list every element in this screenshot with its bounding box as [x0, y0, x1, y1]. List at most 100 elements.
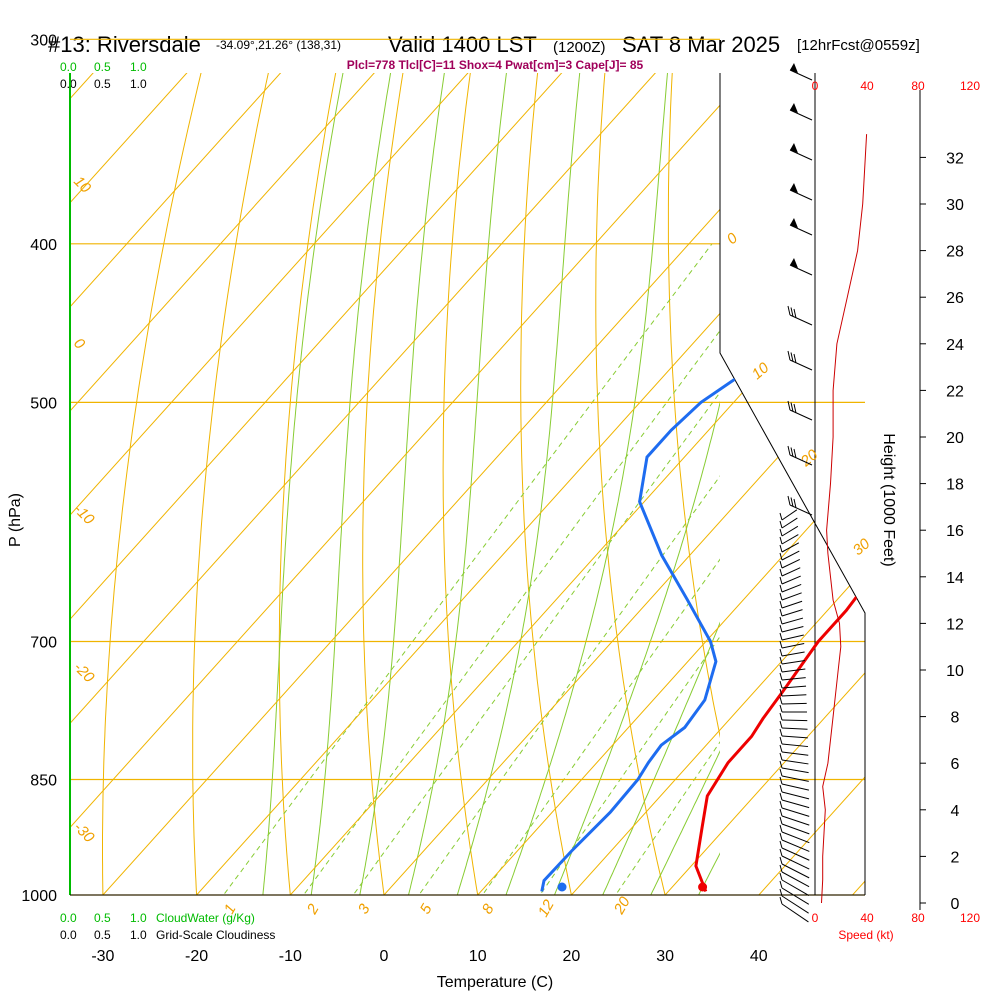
height-tick-label: 0 [951, 896, 960, 913]
height-tick-label: 10 [946, 663, 964, 680]
wind-barb-flag [790, 218, 798, 228]
wind-barb-staff [781, 668, 806, 673]
wind-barb-staff [789, 109, 813, 121]
pressure-tick-label: 700 [30, 635, 57, 652]
wind-barb-staff [781, 855, 810, 870]
isotherm-line [70, 73, 735, 895]
mixing-ratio-line [302, 329, 720, 895]
cw-bottom-tick-0: 0.0 [60, 911, 77, 925]
moist-adiabat-line [602, 621, 720, 895]
wind-barb-staff [781, 775, 809, 782]
mixing-ratio-labels: 1 2 3 5 8 12 20 [221, 893, 634, 920]
dry-adiabat-line [442, 73, 479, 895]
wind-barb-staff [781, 815, 810, 826]
wind-barb-feather [779, 528, 783, 537]
wind-barb-flag [790, 103, 798, 113]
isotherm-line [539, 73, 865, 895]
wind-barb-staff [781, 660, 806, 665]
wind-barb-staff [781, 651, 805, 657]
wind-barb-staff [781, 642, 805, 649]
wind-barb-staff [781, 823, 810, 835]
wind-barb-feather [779, 848, 783, 857]
wind-barb-feather [793, 308, 797, 319]
isotherm-line [71, 73, 865, 895]
wind-barb-feather [787, 495, 791, 506]
wind-barb-staff [781, 525, 799, 537]
wind-barb-feather [779, 872, 783, 881]
speed-top-tick-1: 40 [860, 79, 874, 93]
cloudwater-scale-bottom: 0.0 0.5 1.0 CloudWater (g/Kg) 0.0 0.5 1.… [60, 911, 275, 942]
wind-barb-feather [793, 403, 797, 414]
height-tick-label: 20 [946, 430, 964, 447]
wind-barb-feather [790, 402, 794, 412]
wind-barb-feather [779, 536, 783, 545]
mixing-ratio-label: 8 [479, 901, 498, 917]
wind-barb-feather [779, 880, 783, 889]
wind-barb-staff [789, 264, 813, 276]
temperature-profile-line [694, 73, 865, 892]
temperature-tick-label: -10 [279, 948, 302, 965]
height-tick-label: 2 [951, 849, 960, 866]
cloudiness-bottom-tick-2: 1.0 [130, 928, 147, 942]
cw-tick-0: 0.0 [60, 60, 77, 74]
wind-barb-feather [790, 352, 794, 362]
isotherm-line [70, 73, 454, 895]
wind-barb-feather [779, 768, 783, 777]
moist-adiabat-line [262, 73, 344, 895]
wind-barb-feather [779, 640, 783, 649]
wind-barb-feather [793, 353, 797, 364]
height-tick-label: 28 [946, 244, 964, 261]
wind-barb-feather [779, 704, 783, 713]
wind-barb-staff [781, 567, 801, 577]
wind-barb-feather [779, 864, 783, 873]
dry-adiabat-line [192, 73, 269, 895]
cw-tick-2: 1.0 [130, 60, 147, 74]
isotherm-line [70, 73, 361, 895]
wind-barb-staff [781, 727, 808, 730]
dry-adiabat-label: 10 [70, 173, 94, 197]
speed-label: Speed (kt) [838, 928, 893, 942]
wind-barb-staff [781, 609, 803, 617]
wind-barb-feather [793, 498, 797, 509]
wind-barb-feather [779, 816, 783, 825]
wind-profile [821, 134, 868, 904]
pressure-tick-label: 1000 [21, 888, 57, 905]
wind-barb-feather [787, 350, 791, 361]
wind-barb-feather [779, 600, 783, 609]
mixing-ratio-line [539, 635, 720, 895]
speed-top-tick-3: 120 [960, 79, 980, 93]
dry-adiabat-line [667, 73, 720, 739]
pressure-axis: 2503004005007008501000 [21, 32, 57, 905]
wind-barb-staff [781, 799, 810, 809]
cloudiness-label: Grid-Scale Cloudiness [156, 928, 275, 942]
moist-adiabat-line [505, 73, 668, 895]
moist-adiabat-line [359, 73, 445, 895]
wind-barb-staff [781, 626, 804, 633]
y-axis-label: P (hPa) [7, 493, 24, 547]
wind-barb-feather [779, 648, 783, 657]
moist-adiabats [262, 73, 720, 895]
wind-barb-feather [779, 808, 783, 817]
wind-barb-feather [779, 712, 783, 721]
wind-barb-staff [781, 751, 809, 756]
isobars [70, 38, 865, 896]
wind-barb-feather [787, 400, 791, 411]
isotherm-line [727, 73, 865, 895]
wind-barb-staff [781, 677, 806, 681]
wind-barb-staff [781, 791, 810, 800]
speed-top-tick-2: 80 [911, 79, 925, 93]
wind-barb-feather [779, 840, 783, 849]
temperature-tick-label: 0 [380, 948, 389, 965]
wind-barb-staff [789, 224, 813, 236]
isotherm-line [633, 73, 865, 895]
speed-bottom-tick-2: 80 [911, 911, 925, 925]
wind-barb-staff [781, 887, 810, 905]
isotherm-line [352, 73, 865, 895]
wind-barb-staff [789, 149, 813, 161]
mixing-ratio-label: 20 [610, 893, 634, 917]
temperature-tick-label: 20 [563, 948, 581, 965]
wind-barb-staff [781, 634, 804, 641]
dry-adiabat-line [520, 73, 572, 895]
temperature-tick-label: 10 [469, 948, 487, 965]
dry-adiabat-line [595, 73, 666, 895]
